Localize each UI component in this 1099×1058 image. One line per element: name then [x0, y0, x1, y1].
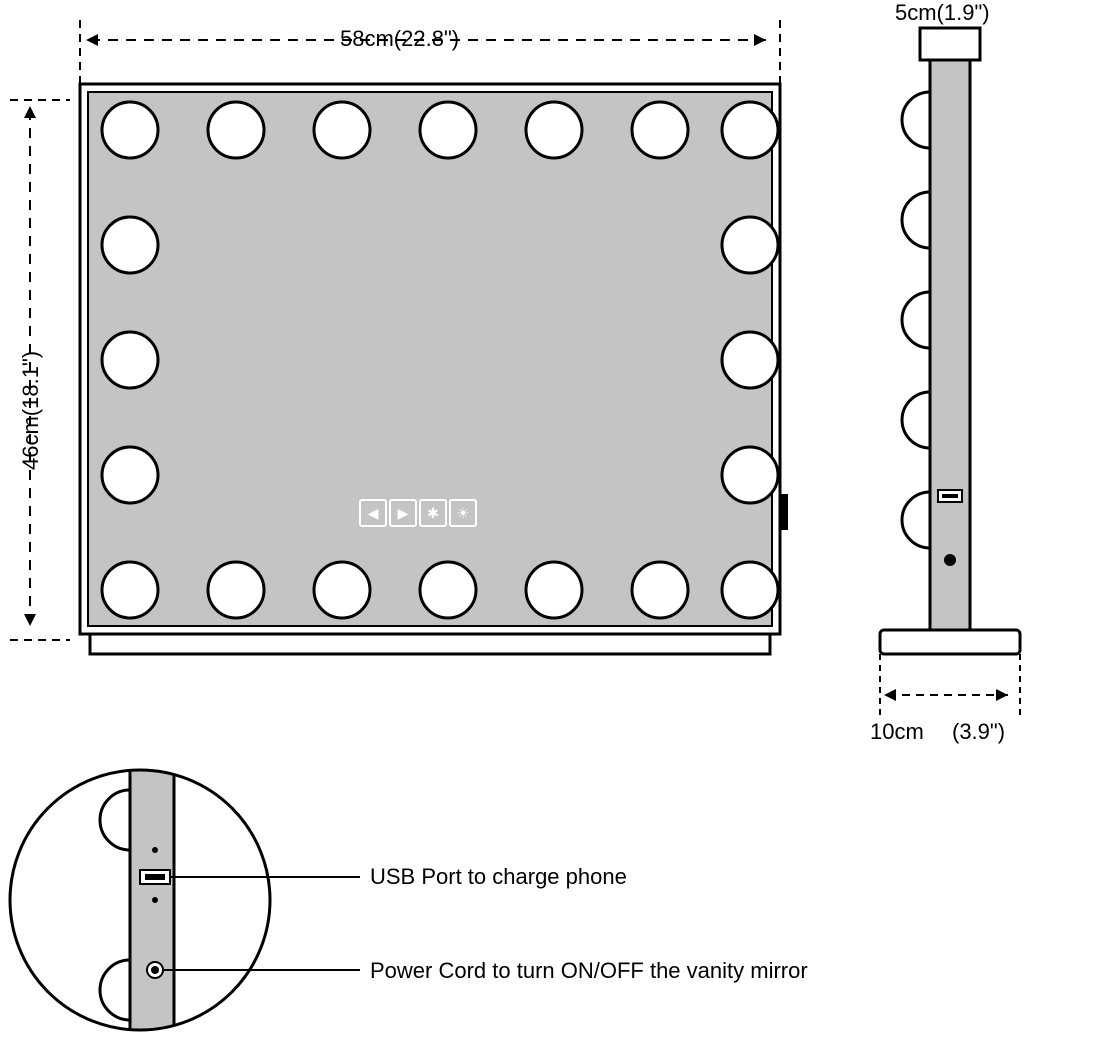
cap-label: 5cm(1.9"): [895, 0, 990, 26]
bulb: [526, 102, 582, 158]
base-label-cm: 10cm: [870, 719, 924, 745]
bulb: [420, 102, 476, 158]
side-power-jack: [944, 554, 956, 566]
width-label: 58cm(22.8"): [340, 26, 459, 52]
side-body: [930, 60, 970, 630]
front-base: [90, 634, 770, 654]
bulb: [526, 562, 582, 618]
side-bulb-half: [902, 292, 930, 348]
side-usb-inner: [942, 494, 958, 498]
bulb: [208, 562, 264, 618]
bulb: [102, 562, 158, 618]
bulb: [420, 562, 476, 618]
side-cap: [920, 28, 980, 60]
power-callout-label: Power Cord to turn ON/OFF the vanity mir…: [370, 958, 808, 984]
bulb: [102, 332, 158, 388]
bulb: [314, 102, 370, 158]
diagram-svg: ◀ ▶ ✱ ☀: [0, 0, 1099, 1058]
base-label-in: (3.9"): [952, 719, 1005, 745]
bulb: [722, 332, 778, 388]
bulb: [102, 217, 158, 273]
touch-button-glyph: ▶: [398, 505, 409, 521]
side-base: [880, 630, 1020, 654]
touch-button-glyph: ✱: [427, 505, 439, 521]
bulb: [632, 562, 688, 618]
touch-button-glyph: ◀: [368, 505, 379, 521]
touch-button-glyph: ☀: [457, 505, 470, 521]
front-mirror-surface: [88, 92, 772, 626]
bulb: [722, 447, 778, 503]
usb-callout-label: USB Port to charge phone: [370, 864, 627, 890]
front-side-port: [780, 494, 788, 530]
bulb: [722, 102, 778, 158]
bulb: [314, 562, 370, 618]
bulb: [208, 102, 264, 158]
side-bulb-half: [902, 192, 930, 248]
height-label: 46cm(18.1"): [18, 351, 44, 470]
bulb: [722, 562, 778, 618]
bulb: [722, 217, 778, 273]
side-bulb-half: [902, 392, 930, 448]
side-bulb-half: [902, 492, 930, 548]
side-bulb-half: [902, 92, 930, 148]
bulb: [632, 102, 688, 158]
bulb: [102, 102, 158, 158]
bulb: [102, 447, 158, 503]
